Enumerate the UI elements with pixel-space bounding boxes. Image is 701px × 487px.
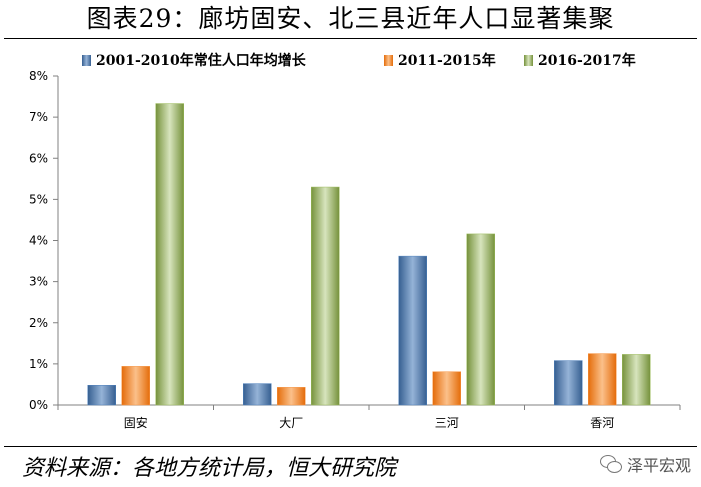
legend-label-0: 2001-2010年常住人口年均增长 [96, 52, 307, 69]
x-tick-label: 固安 [124, 415, 148, 430]
y-tick-label: 0% [29, 398, 48, 412]
legend-label-1: 2011-2015年 [398, 52, 496, 69]
bar-2-2 [466, 233, 495, 406]
y-tick-label: 6% [29, 151, 48, 165]
y-tick-label: 3% [29, 275, 48, 289]
y-tick-label: 2% [29, 316, 48, 330]
chart-legend: 2001-2010年常住人口年均增长 2011-2015年 2016-2017年 [82, 52, 636, 69]
x-tick-label: 香河 [590, 416, 614, 430]
y-tick-label: 5% [29, 192, 48, 206]
wechat-icon [599, 455, 622, 473]
legend-swatch-2 [524, 55, 533, 66]
bar-chart: 2001-2010年常住人口年均增长 2011-2015年 2016-2017年 0… [29, 52, 681, 430]
y-tick-label: 8% [29, 69, 48, 83]
footer-divider [4, 446, 697, 447]
legend-swatch-1 [384, 55, 393, 66]
chart-bars [87, 103, 651, 406]
bar-1-2 [432, 371, 461, 406]
source-note: 资料来源：各地方统计局，恒大研究院 [22, 456, 397, 481]
legend-label-2: 2016-2017年 [538, 52, 636, 69]
title-divider [4, 38, 697, 39]
chart-title: 图表29：廊坊固安、北三县近年人口显著集聚 [86, 4, 615, 33]
bar-2-0 [155, 103, 184, 406]
bar-0-3 [554, 360, 583, 406]
bar-0-2 [398, 255, 427, 406]
bar-2-3 [622, 354, 651, 406]
bar-0-0 [87, 385, 116, 406]
legend-swatch-0 [82, 55, 91, 66]
bar-2-1 [311, 186, 340, 406]
bar-0-1 [243, 383, 272, 406]
y-tick-label: 1% [29, 357, 48, 371]
y-tick-label: 4% [29, 234, 48, 248]
watermark: 泽平宏观 [599, 452, 691, 476]
bar-1-1 [277, 387, 306, 406]
y-tick-label: 7% [29, 110, 48, 124]
x-tick-label: 大厂 [279, 416, 303, 430]
x-tick-label: 三河 [435, 416, 459, 430]
watermark-label: 泽平宏观 [626, 456, 691, 475]
bar-1-0 [121, 366, 150, 406]
bar-1-3 [588, 353, 617, 406]
